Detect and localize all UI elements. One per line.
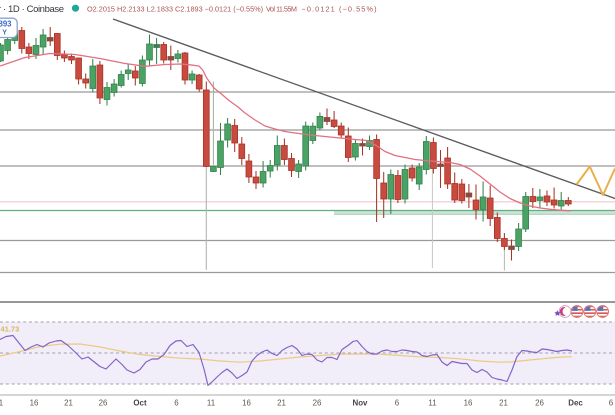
svg-text:16: 16 <box>30 399 39 408</box>
svg-text:Vol 11.55M: Vol 11.55M <box>266 5 297 14</box>
svg-text:16: 16 <box>464 399 473 408</box>
svg-text:6: 6 <box>174 399 179 408</box>
svg-text:11: 11 <box>207 399 215 408</box>
svg-text:21: 21 <box>64 399 73 408</box>
svg-text:21: 21 <box>277 399 286 408</box>
svg-text:893: 893 <box>0 20 12 29</box>
svg-text:26: 26 <box>535 399 544 408</box>
svg-text:Y: Y <box>2 30 7 37</box>
svg-text:O2.2015 H2.2133 L2.1833 C2.189: O2.2015 H2.2133 L2.1833 C2.1893 −0.0121 … <box>87 5 263 14</box>
svg-text:Oct: Oct <box>133 399 147 408</box>
svg-text:21: 21 <box>499 399 508 408</box>
svg-text:16: 16 <box>242 399 251 408</box>
svg-text:r · 1D · Coinbase: r · 1D · Coinbase <box>0 4 64 15</box>
svg-text:−0.0121 (−0.55%): −0.0121 (−0.55%) <box>302 5 377 14</box>
svg-text:26: 26 <box>313 399 322 408</box>
svg-text:41.73: 41.73 <box>1 325 20 334</box>
svg-text:Dec: Dec <box>568 399 583 408</box>
svg-text:6: 6 <box>609 399 614 408</box>
svg-text:Nov: Nov <box>353 399 369 408</box>
svg-text:26: 26 <box>99 399 108 408</box>
svg-text:6: 6 <box>395 399 400 408</box>
svg-text:11: 11 <box>0 399 3 408</box>
svg-text:11: 11 <box>428 399 436 408</box>
